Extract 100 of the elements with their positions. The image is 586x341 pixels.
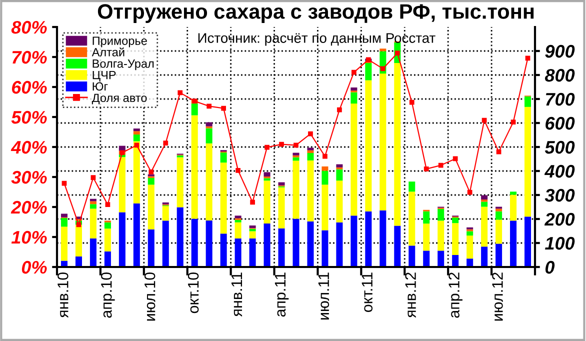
bar [496, 211, 502, 220]
bar [408, 192, 416, 246]
bar [350, 216, 358, 267]
bar [380, 48, 386, 52]
bar [408, 246, 416, 267]
bar [322, 166, 328, 171]
point [250, 200, 255, 205]
legend-label: Юг [92, 82, 108, 91]
bar [264, 180, 270, 224]
bar [162, 220, 169, 267]
bar [510, 192, 517, 195]
point [337, 107, 342, 112]
y2-tick-label: 400 [544, 164, 575, 178]
bar [336, 169, 343, 181]
bar [423, 211, 430, 224]
point [221, 106, 226, 111]
point [482, 118, 487, 123]
bar [191, 218, 198, 267]
y2-tick-label: 300 [544, 188, 575, 202]
bar [191, 104, 198, 116]
y2-tick-label: 500 [544, 140, 575, 154]
bar [336, 180, 343, 222]
point [134, 142, 140, 148]
x-tick-label: янв.10 [58, 272, 68, 318]
x-tick-label: апр.10 [100, 272, 115, 318]
bar [380, 210, 386, 267]
bar [365, 80, 372, 212]
chart-title: Отгружено сахара с заводов РФ, тыс.тонн [98, 4, 534, 23]
bar [466, 236, 474, 259]
x-tick-label: окт.11 [362, 272, 373, 312]
bar [510, 220, 517, 267]
bar [104, 222, 111, 229]
bar [60, 226, 68, 261]
bar [148, 178, 154, 185]
x-tick-label: апр.12 [448, 272, 462, 318]
point [279, 142, 284, 147]
legend-label: ЦЧР [92, 70, 116, 82]
point [76, 222, 82, 228]
bar [292, 152, 300, 156]
y2-tick-label: 0 [545, 260, 555, 274]
bar [423, 250, 430, 267]
bar [90, 201, 96, 204]
bar [220, 152, 227, 163]
legend-label: Волга-Урал [92, 60, 154, 70]
x-tick-label: окт.10 [188, 272, 199, 314]
bar [60, 214, 68, 218]
bar [234, 220, 242, 222]
bar [118, 146, 126, 151]
point [105, 202, 110, 208]
bar [278, 228, 285, 267]
bar [264, 178, 270, 181]
bar [60, 218, 68, 227]
legend-label: Приморье [92, 36, 147, 48]
y-tick-label: 20% [10, 200, 47, 214]
bar [394, 63, 401, 226]
bar [481, 246, 488, 267]
bar [524, 96, 532, 107]
bar [365, 211, 372, 267]
point [438, 162, 444, 168]
bar [133, 134, 140, 142]
point [163, 140, 168, 146]
bar [496, 244, 502, 267]
bar [394, 226, 401, 267]
y-tick-label: 30% [11, 170, 47, 184]
x-tick-label: янв.11 [232, 272, 242, 317]
bar [292, 160, 300, 219]
bar [481, 202, 488, 207]
bar [133, 141, 140, 204]
point [62, 180, 67, 186]
x-tick-label: июл.10 [144, 272, 156, 321]
point [496, 149, 502, 154]
bar [350, 104, 358, 216]
point [236, 168, 240, 173]
bar [249, 238, 256, 267]
bar [322, 230, 328, 267]
bar [133, 131, 140, 135]
bar [133, 203, 140, 267]
bar [481, 195, 488, 200]
bar [292, 218, 300, 267]
bar [220, 162, 227, 234]
bar [408, 182, 416, 192]
bar [148, 184, 154, 230]
bar [264, 172, 270, 177]
bar [90, 208, 96, 238]
legend-label: Доля авто [92, 94, 147, 104]
point [206, 104, 212, 109]
point [525, 56, 530, 61]
bar [307, 153, 314, 160]
legend-label: Алтай [92, 47, 124, 56]
bar [75, 256, 82, 267]
y2-tick-label: 100 [545, 236, 575, 250]
bar [524, 216, 532, 267]
point [409, 100, 414, 105]
bar [510, 194, 517, 221]
y2-tick-label: 200 [544, 212, 575, 226]
bar [466, 231, 474, 236]
bar [264, 224, 270, 267]
bar [90, 204, 96, 209]
y-tick-label: 50% [11, 110, 47, 124]
bar [423, 224, 430, 251]
